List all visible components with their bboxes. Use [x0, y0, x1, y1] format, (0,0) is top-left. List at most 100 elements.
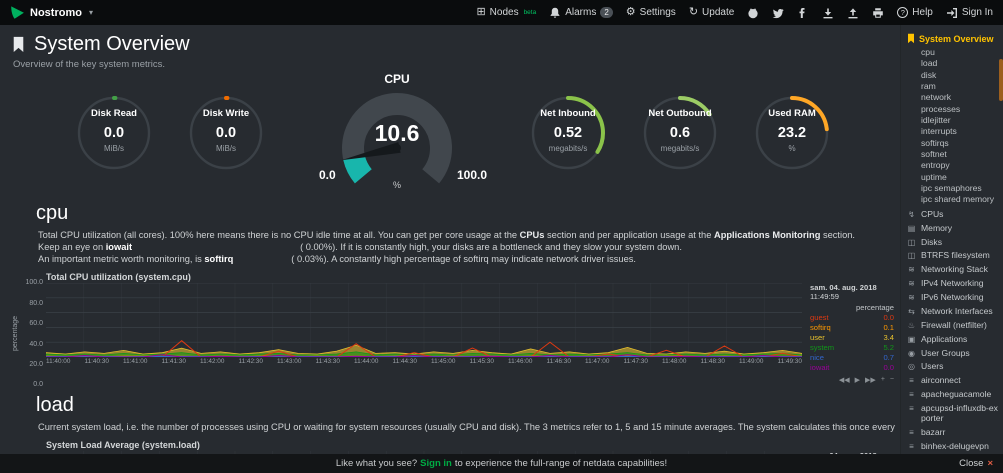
legend-row[interactable]: system 5.2	[810, 342, 894, 352]
cpu-chart-xticks: 11:40:00 11:40:30 11:41:00 11:41:30 11:42:00…	[46, 358, 802, 366]
netdata-logo-icon	[10, 5, 25, 20]
facebook-button[interactable]	[797, 7, 809, 19]
chart-toolbar-icon[interactable]: ▶▶	[865, 377, 876, 385]
help-button[interactable]: ? Help	[897, 7, 933, 18]
gauge-net-outbound[interactable]: Net Outbound 0.6 megabits/s	[637, 90, 723, 176]
nodes-icon: ⊞	[476, 6, 486, 18]
beta-badge: beta	[523, 9, 537, 16]
export-button[interactable]	[847, 7, 859, 19]
legend-row[interactable]: guest 0.0	[810, 313, 894, 323]
github-icon	[748, 7, 758, 18]
topbar: Nostromo ▾ ⊞ Nodes beta Alarms 2 ⚙ Setti…	[0, 0, 1003, 25]
topbar-actions: ⊞ Nodes beta Alarms 2 ⚙ Settings ↻ Updat…	[476, 7, 993, 19]
nodes-button[interactable]: ⊞ Nodes beta	[476, 6, 537, 19]
chart-toolbar-icon[interactable]: +	[880, 376, 885, 384]
cpu-chart: Total CPU utilization (system.cpu) perce…	[10, 272, 896, 388]
upload-icon	[848, 7, 858, 18]
sidebar-section-item[interactable]: ◉ User Groups	[908, 347, 970, 358]
sidebar-subitem[interactable]: load	[921, 58, 938, 69]
gauge-used-ram[interactable]: Used RAM 23.2 %	[749, 90, 835, 176]
cpus-section-link[interactable]: CPUs	[519, 230, 545, 240]
sidebar-subitem[interactable]: ipc semaphores	[921, 183, 982, 194]
firewall-icon: ♨	[907, 320, 916, 330]
banner-close-button[interactable]: Close ×	[959, 458, 993, 469]
question-icon: ?	[897, 7, 909, 18]
sidebar-subitem[interactable]: network	[921, 92, 952, 103]
gauge-cpu[interactable]: CPU 10.6 0.0 100.0 %	[319, 72, 487, 190]
bolt-icon: ↯	[908, 209, 915, 219]
network-stack-icon: ≋	[908, 265, 915, 275]
github-button[interactable]	[747, 7, 759, 19]
import-button[interactable]	[822, 7, 834, 19]
sidebar-item-system-overview[interactable]: System Overview	[907, 33, 999, 44]
sidebar-section-item[interactable]: ≋ IPv6 Networking	[908, 292, 984, 303]
cpu-chart-legend: sam. 04. aug. 2018 11:49:59 percentage g…	[810, 283, 894, 385]
sidebar-section-item[interactable]: ⇆ Network Interfaces	[908, 305, 993, 316]
sidebar-section-item[interactable]: ≡ airconnect	[907, 375, 999, 386]
printer-icon	[873, 7, 884, 18]
list-icon: ≡	[909, 404, 914, 414]
sidebar-section-item[interactable]: ♨ Firewall (netfilter)	[907, 319, 987, 330]
sidebar: System Overview cpu load disk ram network pro…	[900, 25, 1003, 473]
gauge-disk-write[interactable]: Disk Write 0.0 MiB/s	[183, 90, 269, 176]
bookmark-icon	[908, 33, 914, 44]
sidebar-subitem[interactable]: entropy	[921, 160, 950, 171]
alarm-count-badge: 2	[600, 7, 613, 18]
list-icon: ≡	[909, 427, 914, 437]
sidebar-subitem[interactable]: disk	[921, 69, 937, 80]
list-icon: ≡	[909, 390, 914, 400]
download-icon	[823, 8, 833, 18]
network-icon: ≋	[908, 293, 915, 303]
gauge-disk-read[interactable]: Disk Read 0.0 MiB/s	[71, 90, 157, 176]
applications-monitoring-link[interactable]: Applications Monitoring	[713, 230, 821, 240]
page-title: System Overview	[34, 33, 190, 55]
sidebar-section-item[interactable]: ≡ apacheguacamole	[907, 389, 999, 400]
legend-row[interactable]: nice 0.7	[810, 352, 894, 362]
sidebar-subitem[interactable]: idlejitter	[921, 115, 951, 126]
node-selector[interactable]: Nostromo	[30, 6, 82, 19]
sidebar-subitem[interactable]: softnet	[921, 149, 947, 160]
sidebar-section-item[interactable]: ↯ CPUs	[908, 208, 944, 219]
chart-toolbar-icon[interactable]: ▶	[854, 377, 861, 385]
disk-icon: ◫	[907, 251, 916, 261]
sidebar-section-item[interactable]: ▤ Memory	[907, 222, 953, 233]
print-button[interactable]	[872, 7, 884, 19]
chart-toolbar: ◀◀ ▶ ▶▶ + −	[810, 376, 894, 384]
sidebar-subitem[interactable]: cpu	[921, 47, 935, 57]
sidebar-section-item[interactable]: ◫ Disks	[907, 236, 943, 247]
sidebar-sections: ↯ CPUs ▤ Memory ◫ Disks ◫ BTRFS filesyst…	[907, 208, 999, 473]
sidebar-subitem[interactable]: ram	[921, 81, 936, 92]
sidebar-section-item[interactable]: ≡ bazarr	[907, 427, 999, 438]
legend-row[interactable]: softirq 0.1	[810, 323, 894, 333]
legend-row[interactable]: user 3.4	[810, 332, 894, 342]
chart-toolbar-icon[interactable]: ◀◀	[838, 377, 850, 385]
sidebar-section-item[interactable]: ≋ Networking Stack	[908, 264, 988, 275]
sidebar-subitem[interactable]: interrupts	[921, 126, 957, 137]
gauge-net-inbound[interactable]: Net Inbound 0.52 megabits/s	[525, 90, 611, 176]
bookmark-icon	[13, 36, 24, 52]
signin-icon	[946, 7, 957, 18]
section-heading-cpu: cpu	[36, 202, 69, 224]
update-button[interactable]: ↻ Update	[688, 6, 735, 19]
section-heading-load: load	[36, 394, 74, 417]
sidebar-subitem[interactable]: processes	[921, 103, 961, 114]
sidebar-section-item[interactable]: ◎ Users	[908, 361, 944, 372]
twitter-button[interactable]	[772, 7, 784, 19]
cpu-plot[interactable]	[46, 283, 802, 358]
alarms-button[interactable]: Alarms 2	[549, 7, 613, 19]
sidebar-subitem[interactable]: softirqs	[921, 137, 949, 148]
sidebar-subitem[interactable]: ipc shared memory	[921, 194, 995, 205]
sidebar-subitem[interactable]: uptime	[921, 171, 947, 182]
signin-button[interactable]: Sign In	[946, 7, 993, 19]
chevron-down-icon[interactable]: ▾	[88, 8, 93, 17]
sidebar-section-item[interactable]: ▣ Applications	[907, 333, 968, 344]
sidebar-section-item[interactable]: ≡ apcupsd-influxdb-exporter	[907, 403, 999, 424]
sidebar-section-item[interactable]: ≋ IPv4 Networking	[908, 278, 984, 289]
legend-row[interactable]: iowait 0.0	[810, 362, 894, 372]
sidebar-scrollbar[interactable]	[999, 59, 1003, 101]
sidebar-section-item[interactable]: ◫ BTRFS filesystem	[907, 250, 990, 261]
chart-toolbar-icon[interactable]: −	[889, 376, 894, 384]
sidebar-section-item[interactable]: ≡ binhex-delugevpn	[907, 441, 999, 452]
settings-button[interactable]: ⚙ Settings	[625, 6, 676, 19]
banner-signin-link[interactable]: Sign in	[420, 458, 452, 469]
